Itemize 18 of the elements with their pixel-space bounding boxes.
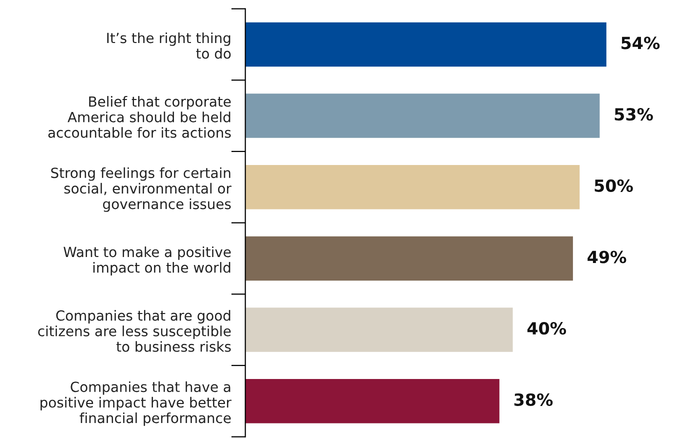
data-label: 53%	[614, 108, 653, 121]
y-tick-label: Companies that have a positive impact have better financial performance	[40, 381, 232, 426]
data-label: 38%	[514, 393, 553, 406]
data-label: 49%	[588, 250, 626, 264]
bar	[245, 94, 600, 138]
y-tick-label: Strong feelings for certain social, environmental or governance issues	[51, 167, 232, 212]
data-label: 50%	[594, 179, 633, 192]
bar	[245, 379, 500, 424]
bar	[245, 236, 573, 281]
bar	[245, 22, 606, 67]
data-label: 54%	[622, 36, 660, 50]
y-tick-label: Belief that corporate America should be held accountable for its actions	[48, 96, 231, 138]
bar	[245, 165, 580, 210]
y-tick-label: Companies that are good citizens are less susceptible to business risks	[38, 310, 231, 352]
y-tick-label: Want to make a positive impact on the world	[64, 246, 231, 276]
y-tick-label: It’s the right thing to do	[107, 32, 231, 59]
bar	[245, 308, 513, 352]
data-label: 40%	[527, 322, 566, 335]
